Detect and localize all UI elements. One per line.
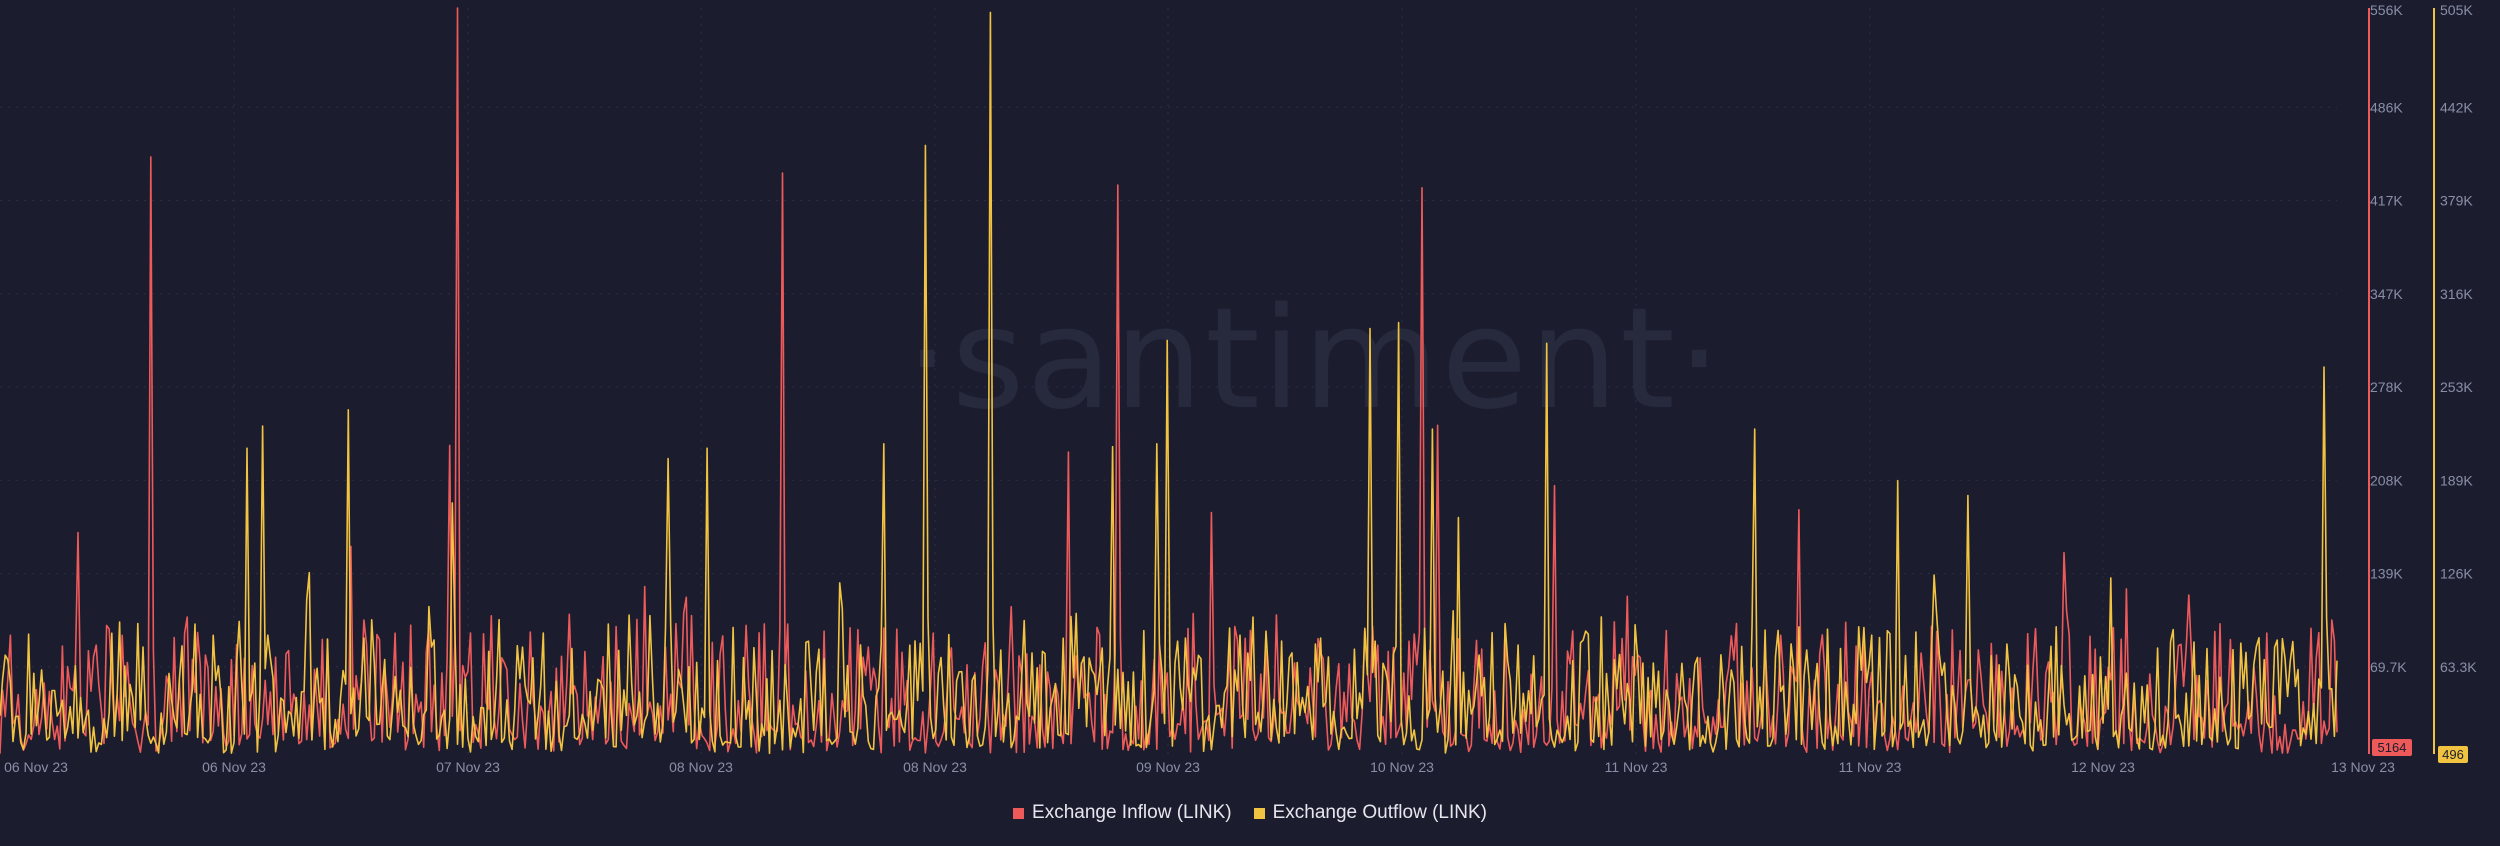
x-tick-label: 09 Nov 23 [1136, 759, 1200, 775]
y-left-tick-label: 139K [2370, 566, 2403, 582]
axis-layer: 556K 486K 417K 347K 278K 208K 139K 69.7K 505K 442… [4, 2, 2477, 775]
y-right-tick-label: 63.3K [2440, 659, 2477, 675]
y-left-tick-label: 417K [2370, 193, 2403, 209]
x-tick-label: 11 Nov 23 [1605, 759, 1668, 775]
y-right-tick-label: 126K [2440, 566, 2473, 582]
y-left-tick-label: 278K [2370, 379, 2403, 395]
x-tick-label: 07 Nov 23 [436, 759, 500, 775]
legend-swatch-outflow [1253, 807, 1265, 819]
y-left-tick-label: 208K [2370, 472, 2403, 488]
x-tick-label: 08 Nov 23 [903, 759, 967, 775]
x-tick-label: 06 Nov 23 [4, 759, 68, 775]
y-right-tick-label: 442K [2440, 99, 2473, 115]
y-right-tick-label: 253K [2440, 379, 2473, 395]
x-tick-label: 13 Nov 23 [2331, 759, 2395, 775]
x-tick-label: 06 Nov 23 [202, 759, 266, 775]
y-right-tick-label: 316K [2440, 286, 2473, 302]
y-right-tick-label: 189K [2440, 472, 2473, 488]
y-left-tick-label: 69.7K [2370, 659, 2407, 675]
x-tick-label: 11 Nov 23 [1839, 759, 1902, 775]
legend-item-inflow[interactable]: Exchange Inflow (LINK) [1013, 802, 1232, 824]
legend-label-inflow: Exchange Inflow (LINK) [1032, 802, 1232, 823]
x-tick-label: 12 Nov 23 [2071, 759, 2135, 775]
inflow-current-value-bg [2372, 739, 2412, 756]
chart-legend: Exchange Inflow (LINK) Exchange Outflow … [0, 802, 2500, 824]
legend-swatch-inflow [1013, 807, 1025, 819]
y-left-tick-label: 486K [2370, 99, 2403, 115]
legend-item-outflow[interactable]: Exchange Outflow (LINK) [1253, 802, 1487, 824]
y-right-tick-label: 379K [2440, 193, 2473, 209]
y-left-tick-label: 347K [2370, 286, 2403, 302]
inflow-current-value: 5164 [2378, 740, 2407, 755]
y-left-tick-label: 556K [2370, 2, 2403, 18]
x-tick-label: 08 Nov 23 [669, 759, 733, 775]
outflow-current-value-bg [2438, 746, 2468, 763]
series-line-exchange-outflow[interactable] [0, 11, 2338, 755]
legend-label-outflow: Exchange Outflow (LINK) [1272, 802, 1487, 823]
x-tick-label: 10 Nov 23 [1370, 759, 1434, 775]
series-layer [0, 7, 2338, 755]
outflow-current-value: 496 [2442, 747, 2464, 762]
y-right-tick-label: 505K [2440, 2, 2473, 18]
series-line-exchange-inflow[interactable] [0, 7, 2338, 754]
